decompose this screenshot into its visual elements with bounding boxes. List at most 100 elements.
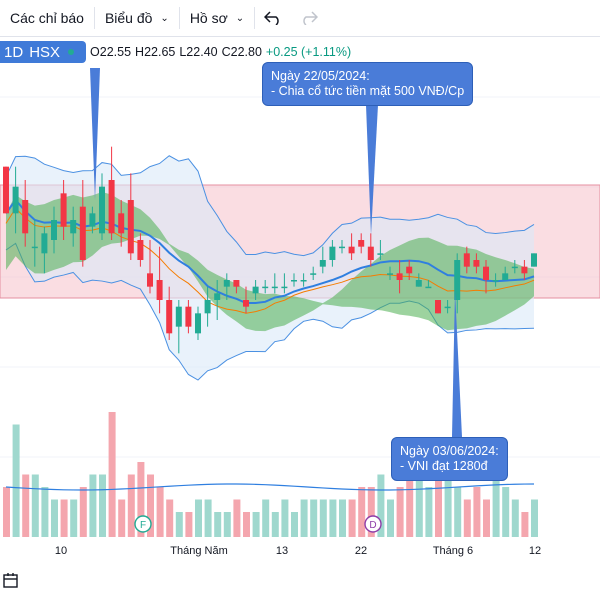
candle bbox=[406, 266, 413, 274]
volume-bar bbox=[195, 499, 202, 537]
charts-dropdown[interactable]: Biểu đồ ⌄ bbox=[95, 0, 179, 36]
volume-bar bbox=[435, 474, 442, 537]
candle bbox=[473, 260, 480, 267]
bollinger-lower-line bbox=[5, 242, 535, 381]
toolbar-divider bbox=[254, 7, 256, 29]
annotation-pointer bbox=[452, 290, 462, 437]
candle bbox=[329, 246, 336, 260]
volume-bar bbox=[387, 499, 394, 537]
volume-bar bbox=[223, 512, 231, 537]
candle bbox=[531, 253, 537, 267]
volume-bar bbox=[444, 462, 452, 537]
volume-bar bbox=[511, 499, 519, 537]
candle bbox=[454, 260, 461, 300]
candle bbox=[521, 266, 528, 274]
candle bbox=[300, 280, 307, 282]
volume-bar bbox=[463, 499, 471, 537]
x-axis-label: 13 bbox=[275, 545, 289, 557]
candle bbox=[492, 280, 499, 282]
redo-icon[interactable] bbox=[291, 0, 327, 36]
volume-bar bbox=[291, 512, 298, 537]
volume-bar bbox=[22, 474, 30, 537]
candle bbox=[233, 280, 240, 287]
candle bbox=[12, 186, 19, 214]
volume-bar bbox=[166, 499, 174, 537]
volume-bar bbox=[310, 499, 318, 537]
volume-bar bbox=[531, 499, 538, 537]
volume-bar bbox=[118, 499, 126, 537]
candle bbox=[435, 300, 441, 314]
dividend-annotation[interactable]: Ngày 22/05/2024: - Chia cổ tức tiền mặt … bbox=[262, 62, 474, 106]
candle bbox=[70, 220, 77, 234]
candle bbox=[166, 300, 173, 334]
volume-bar bbox=[502, 487, 510, 537]
volume-bar bbox=[358, 487, 366, 537]
calendar-icon[interactable] bbox=[2, 571, 20, 589]
volume-bar bbox=[281, 499, 289, 537]
candle bbox=[3, 166, 9, 214]
candle bbox=[118, 213, 125, 234]
chevron-down-icon: ⌄ bbox=[235, 12, 245, 24]
candle bbox=[281, 286, 288, 289]
candle bbox=[502, 273, 509, 280]
symbol-tag[interactable]: 1D HSX bbox=[0, 41, 87, 63]
candles bbox=[3, 146, 537, 354]
candle bbox=[425, 286, 432, 289]
volume-bar bbox=[60, 499, 68, 537]
volume-bar bbox=[492, 474, 500, 537]
candle bbox=[89, 213, 96, 227]
market-status-icon bbox=[68, 49, 75, 55]
event-marker-label: F bbox=[140, 520, 146, 531]
volume-bar bbox=[454, 487, 462, 537]
candle bbox=[243, 300, 249, 307]
volume-bar bbox=[147, 474, 154, 537]
volume-bar bbox=[243, 512, 250, 537]
candle bbox=[252, 286, 259, 294]
candle bbox=[60, 193, 67, 227]
x-axis-label: Tháng 6 bbox=[432, 545, 474, 557]
indicators-button[interactable]: Các chỉ báo bbox=[0, 0, 94, 36]
indicators-label: Các chỉ báo bbox=[10, 10, 84, 26]
volume-bar bbox=[233, 499, 241, 537]
candle bbox=[41, 233, 48, 254]
volume-bar bbox=[185, 512, 193, 537]
candle bbox=[99, 186, 105, 234]
undo-icon[interactable] bbox=[255, 0, 291, 36]
x-axis-label: Tháng Năm bbox=[170, 545, 228, 557]
candle bbox=[387, 273, 393, 275]
candle bbox=[51, 220, 57, 240]
candle bbox=[262, 286, 269, 289]
volume-bar bbox=[99, 474, 106, 537]
candle bbox=[214, 293, 221, 300]
volume-bar bbox=[127, 474, 135, 537]
x-axis-label: 10 bbox=[54, 545, 68, 557]
candle bbox=[358, 240, 365, 247]
volume-bar bbox=[137, 462, 145, 537]
candle bbox=[463, 253, 470, 267]
volume-average-line bbox=[5, 483, 535, 491]
candle bbox=[271, 286, 278, 289]
candle bbox=[108, 180, 115, 234]
volume-bar bbox=[12, 424, 20, 537]
volume-bar bbox=[406, 474, 414, 537]
candle bbox=[147, 273, 153, 287]
volume-bar bbox=[31, 474, 39, 537]
candle bbox=[367, 246, 374, 260]
profile-dropdown[interactable]: Hồ sơ ⌄ bbox=[180, 0, 254, 36]
volume-bar bbox=[41, 487, 49, 537]
candle bbox=[185, 306, 192, 327]
candle bbox=[348, 246, 355, 254]
candle bbox=[310, 273, 317, 275]
volume-bar bbox=[319, 499, 327, 537]
volume-bar bbox=[415, 462, 423, 537]
candle bbox=[195, 313, 201, 334]
volume-bar bbox=[3, 487, 10, 537]
volume-bar bbox=[300, 499, 308, 537]
vni-annotation[interactable]: Ngày 03/06/2024: - VNI đạt 1280đ bbox=[391, 437, 508, 481]
candle bbox=[137, 240, 144, 260]
ichimoku-cloud bbox=[6, 191, 534, 332]
candle bbox=[511, 266, 518, 269]
candle bbox=[175, 306, 182, 327]
annotation-pointer bbox=[366, 105, 378, 235]
